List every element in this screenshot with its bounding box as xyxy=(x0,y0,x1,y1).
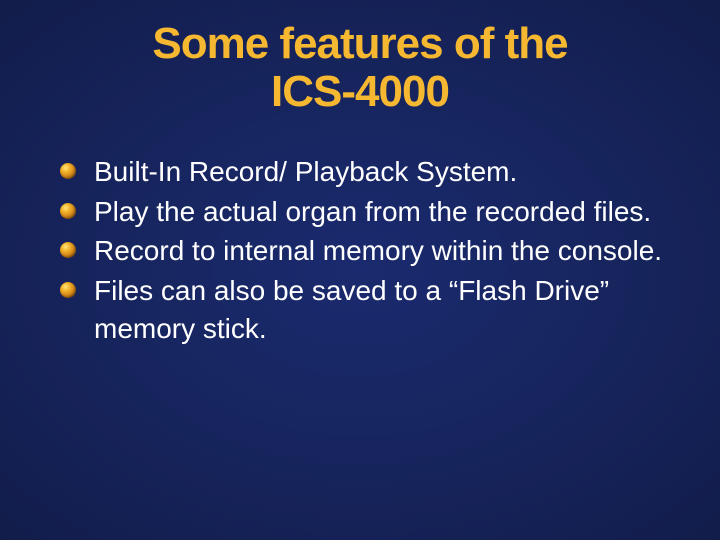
bullet-list: Built-In Record/ Playback System. Play t… xyxy=(50,153,670,348)
list-item: Files can also be saved to a “Flash Driv… xyxy=(90,272,670,348)
title-line-2: ICS-4000 xyxy=(271,67,449,116)
title-line-1: Some features of the xyxy=(152,19,567,68)
list-item: Built-In Record/ Playback System. xyxy=(90,153,670,191)
list-item: Record to internal memory within the con… xyxy=(90,232,670,270)
list-item: Play the actual organ from the recorded … xyxy=(90,193,670,231)
slide-title: Some features of the ICS-4000 xyxy=(50,20,670,117)
slide: Some features of the ICS-4000 Built-In R… xyxy=(0,0,720,540)
